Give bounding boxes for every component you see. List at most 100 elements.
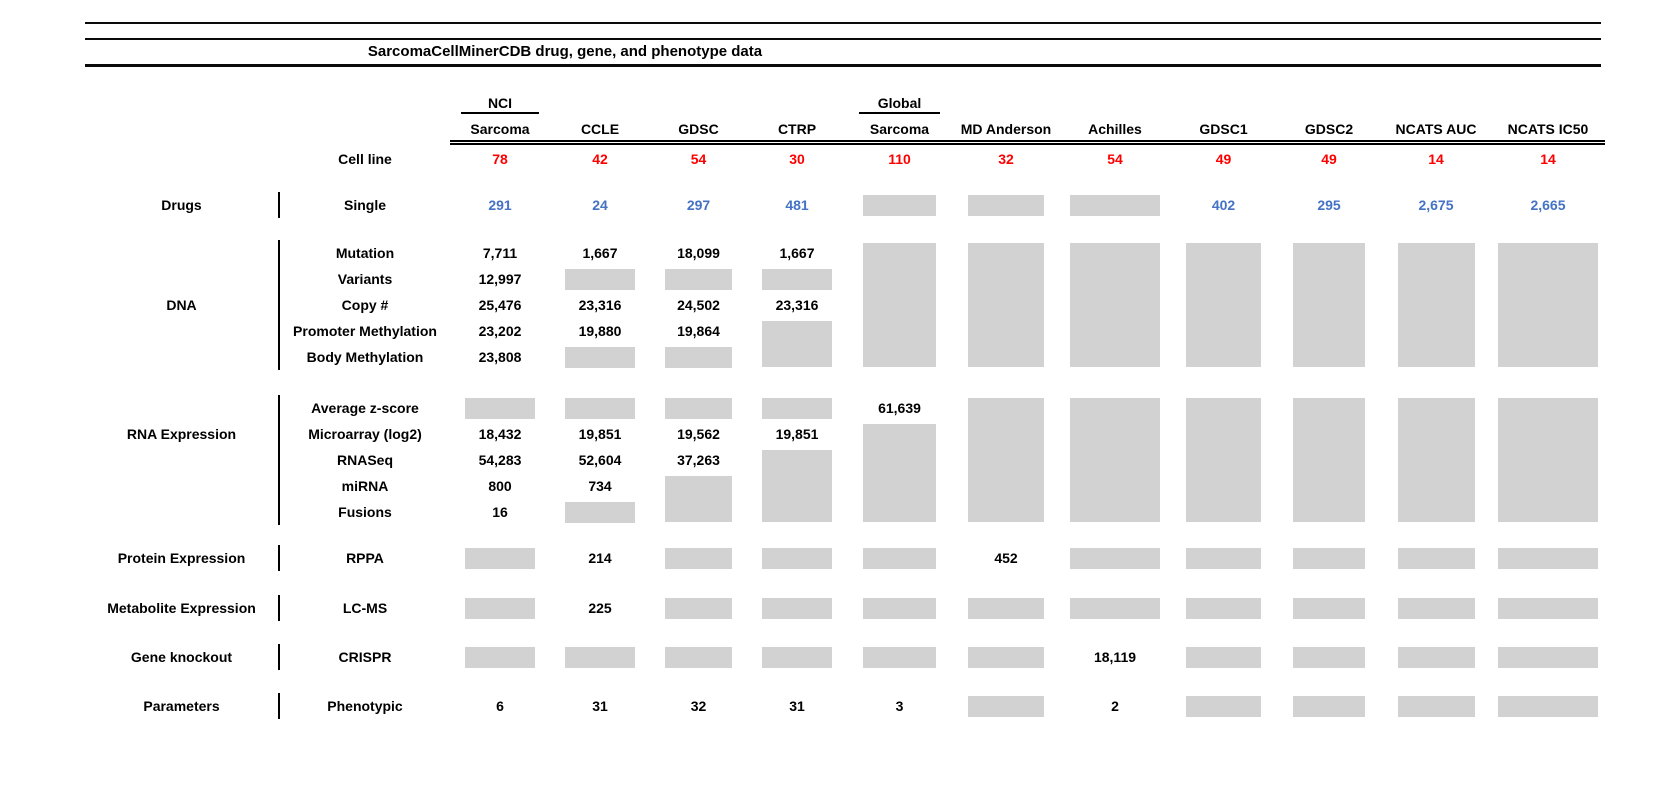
no-data-box: [1497, 243, 1599, 367]
no-data-box: [1497, 597, 1599, 619]
no-data-box: [565, 346, 635, 368]
data-value: 31: [789, 698, 805, 714]
no-data-box: [762, 646, 832, 668]
no-data-box: [1397, 597, 1475, 619]
no-data-box: [1069, 243, 1161, 367]
no-data-box: [1497, 695, 1599, 717]
data-value: 32: [690, 698, 707, 714]
no-data-box: [762, 397, 832, 419]
figure-title: SarcomaCellMinerCDB drug, gene, and phen…: [367, 43, 763, 60]
cell-line-count: 49: [1321, 151, 1337, 167]
category-cell: RNA Expression: [85, 395, 280, 525]
cell-line-count: 78: [492, 151, 508, 167]
no-data-box: [1397, 646, 1475, 668]
data-value: 7,711: [482, 245, 518, 261]
no-data-box: [1497, 646, 1599, 668]
data-value: 18,119: [1093, 649, 1137, 665]
column-header: CTRP: [777, 121, 817, 137]
data-value: 24,502: [677, 297, 720, 313]
data-value: 18,099: [677, 245, 720, 261]
no-data-box: [1292, 243, 1366, 367]
data-value: 19,562: [677, 426, 720, 442]
no-data-box: [1069, 547, 1161, 569]
no-data-box: [1292, 695, 1366, 717]
cell-line-count: 14: [1540, 151, 1556, 167]
no-data-box: [565, 646, 635, 668]
header-double-rule: [450, 140, 1605, 145]
data-value: 2,675: [1418, 197, 1454, 213]
column-header: GDSC2: [1304, 121, 1354, 137]
data-value: 225: [588, 600, 612, 616]
no-data-box: [664, 597, 733, 619]
data-section: Gene knockout CRISPR 18,119: [85, 644, 1605, 670]
category-label: Gene knockout: [130, 649, 233, 665]
data-value: 25,476: [478, 297, 522, 313]
row-label: Promoter Methylation: [293, 323, 437, 339]
category-cell: Metabolite Expression: [85, 595, 280, 621]
cell-line-count: 49: [1215, 151, 1232, 167]
no-data-box: [968, 646, 1044, 668]
no-data-box: [862, 243, 937, 367]
column-header: GDSC1: [1199, 121, 1248, 137]
column-header: Sarcoma: [470, 121, 530, 137]
no-data-box: [465, 397, 535, 419]
no-data-box: [862, 424, 937, 522]
data-value: 291: [488, 197, 512, 213]
data-section: Metabolite Expression LC-MS 225: [85, 595, 1605, 621]
data-value: 16: [492, 504, 508, 520]
no-data-box: [862, 194, 937, 216]
data-value: 1,667: [779, 245, 815, 261]
category-cell: Parameters: [85, 693, 280, 719]
row-label: Variants: [337, 271, 393, 287]
data-value: 3: [895, 698, 904, 714]
row-label: LC-MS: [342, 600, 388, 616]
data-value: 6: [496, 698, 504, 714]
no-data-box: [465, 547, 535, 569]
cell-line-count: 32: [998, 151, 1014, 167]
data-value: 295: [1317, 197, 1341, 213]
top-rule: [85, 22, 1601, 24]
data-value: 481: [785, 197, 809, 213]
data-value: 402: [1211, 197, 1236, 213]
data-section: RNA Expression Average z-score 61,639 Micro…: [85, 395, 1605, 525]
row-label: Copy #: [341, 297, 389, 313]
data-value: 800: [488, 478, 512, 494]
row-label: Microarray (log2): [308, 426, 422, 442]
no-data-box: [1292, 646, 1366, 668]
category-label: Drugs: [161, 197, 202, 213]
column-header-grid: NCI Sarcoma CCLE GDSC CTRP Global Sarcoma MD An…: [85, 88, 1605, 172]
no-data-box: [1397, 695, 1475, 717]
no-data-box: [664, 476, 733, 522]
row-label: RNASeq: [336, 452, 393, 468]
data-value: 19,880: [578, 323, 622, 339]
column-group-label: NCI: [461, 95, 539, 114]
row-label: Mutation: [335, 245, 395, 261]
data-value: 23,316: [775, 297, 819, 313]
category-label: DNA: [166, 297, 197, 313]
data-value: 23,808: [478, 349, 522, 365]
figure-content: SarcomaCellMinerCDB drug, gene, and phen…: [85, 22, 1605, 792]
no-data-box: [862, 646, 937, 668]
no-data-box: [1292, 547, 1366, 569]
data-section: Parameters Phenotypic 6 31 32 31 3 2: [85, 693, 1605, 719]
no-data-box: [1186, 695, 1261, 717]
no-data-box: [1186, 398, 1261, 522]
title-upper-rule: [85, 38, 1601, 40]
no-data-box: [762, 268, 832, 290]
data-value: 18,432: [478, 426, 522, 442]
data-value: 19,851: [578, 426, 622, 442]
no-data-box: [664, 547, 733, 569]
no-data-box: [1069, 597, 1161, 619]
cell-line-count: 42: [592, 151, 608, 167]
no-data-box: [1292, 398, 1366, 522]
no-data-box: [664, 646, 733, 668]
data-section: Protein Expression RPPA 214 452: [85, 545, 1605, 571]
no-data-box: [1069, 398, 1161, 522]
no-data-box: [762, 547, 832, 569]
no-data-box: [862, 597, 937, 619]
column-header: Sarcoma: [869, 121, 930, 137]
no-data-box: [968, 398, 1044, 522]
category-cell: Protein Expression: [85, 545, 280, 571]
data-value: 23,202: [478, 323, 522, 339]
